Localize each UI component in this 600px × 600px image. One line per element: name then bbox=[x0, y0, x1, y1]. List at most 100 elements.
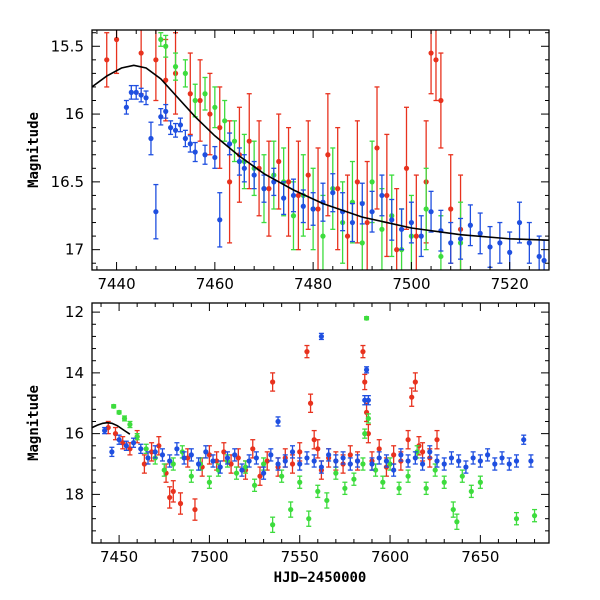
bottom-data-point bbox=[188, 452, 194, 458]
top-data-point bbox=[541, 257, 547, 264]
top-data-point bbox=[246, 138, 252, 144]
top-data-point bbox=[207, 111, 213, 117]
top-data-point bbox=[428, 50, 434, 56]
top-data-point bbox=[507, 249, 513, 255]
bottom-data-point bbox=[261, 470, 267, 476]
top-y-tick-label: 16.5 bbox=[51, 173, 84, 191]
bottom-y-axis-label: Magnitude bbox=[26, 385, 42, 461]
top-data-point bbox=[536, 253, 542, 260]
top-data-point bbox=[226, 179, 233, 185]
bottom-data-point bbox=[347, 461, 353, 467]
top-data-point bbox=[158, 114, 164, 120]
top-data-point bbox=[335, 186, 341, 192]
bottom-data-point bbox=[192, 506, 198, 513]
bottom-data-point bbox=[412, 455, 418, 461]
bottom-data-point bbox=[152, 449, 158, 455]
top-data-point bbox=[217, 125, 223, 131]
bottom-data-point bbox=[270, 379, 276, 385]
top-model-curve bbox=[92, 64, 549, 241]
bottom-data-point bbox=[279, 473, 285, 479]
top-data-point bbox=[236, 158, 243, 165]
bottom-data-point bbox=[268, 452, 274, 458]
bottom-x-tick-label: 7550 bbox=[281, 548, 319, 566]
bottom-data-point bbox=[528, 458, 534, 464]
bottom-data-point bbox=[405, 458, 411, 464]
bottom-data-point bbox=[372, 467, 379, 473]
top-data-point bbox=[153, 57, 159, 63]
top-x-tick-label: 7460 bbox=[196, 275, 234, 293]
top-data-point bbox=[172, 127, 179, 133]
top-data-point bbox=[148, 135, 154, 142]
bottom-panel: 7450 7500 7550 7600 7650 12 14 16 18 Magnitude H… bbox=[26, 302, 550, 586]
bottom-data-point bbox=[306, 516, 312, 522]
bottom-data-point bbox=[156, 443, 162, 449]
bottom-data-point bbox=[365, 431, 371, 437]
top-data-point bbox=[413, 233, 419, 239]
bottom-data-point bbox=[434, 437, 440, 443]
top-data-point bbox=[276, 158, 282, 165]
top-data-point bbox=[477, 230, 483, 236]
bottom-data-point bbox=[253, 455, 259, 461]
bottom-data-point bbox=[441, 479, 447, 485]
top-data-point bbox=[394, 247, 400, 253]
top-data-point bbox=[202, 152, 208, 158]
top-data-point bbox=[418, 233, 424, 239]
top-data-point bbox=[325, 152, 331, 158]
bottom-data-point bbox=[363, 315, 370, 321]
top-data-point bbox=[290, 213, 297, 219]
top-data-point bbox=[138, 92, 144, 98]
top-data-point bbox=[133, 89, 139, 95]
top-data-point bbox=[128, 89, 134, 95]
bottom-model-curve bbox=[92, 421, 131, 435]
top-data-point bbox=[217, 217, 223, 223]
bottom-data-point bbox=[105, 424, 111, 431]
bottom-data-point bbox=[210, 458, 216, 464]
bottom-y-tick-label: 16 bbox=[65, 425, 84, 443]
bottom-data-point bbox=[261, 461, 267, 467]
bottom-data-point bbox=[380, 479, 386, 485]
top-data-point bbox=[349, 219, 356, 226]
top-data-point bbox=[123, 104, 129, 110]
bottom-data-point bbox=[376, 446, 382, 452]
bottom-data-point bbox=[138, 446, 144, 452]
top-data-point bbox=[448, 206, 454, 212]
bottom-data-point bbox=[275, 418, 281, 425]
bottom-data-point bbox=[391, 452, 397, 458]
top-axes: 7440 7460 7480 7500 7520 15.5 16 16.5 17 bbox=[51, 30, 550, 293]
bottom-data-point bbox=[170, 488, 176, 494]
bottom-data-point bbox=[484, 452, 491, 458]
bottom-data-point bbox=[141, 461, 147, 467]
bottom-data-point bbox=[188, 473, 194, 479]
bottom-data-point bbox=[324, 497, 330, 504]
bottom-y-tick-label: 14 bbox=[65, 364, 84, 382]
bottom-data-point bbox=[121, 415, 128, 422]
top-data-point bbox=[212, 104, 218, 110]
bottom-data-point bbox=[170, 461, 176, 467]
bottom-data-point bbox=[383, 458, 390, 464]
bottom-data-point bbox=[477, 458, 483, 464]
top-data-point bbox=[231, 138, 238, 144]
top-data-point bbox=[266, 186, 272, 192]
bottom-data-point bbox=[228, 461, 234, 467]
bottom-data-point bbox=[456, 458, 462, 464]
bottom-data-point bbox=[315, 446, 321, 452]
top-data-point bbox=[192, 97, 198, 104]
bottom-data-point bbox=[369, 461, 375, 467]
bottom-data-point bbox=[127, 421, 133, 428]
bottom-plot-area bbox=[92, 315, 538, 534]
bottom-y-tick-label: 12 bbox=[65, 303, 84, 321]
bottom-data-point bbox=[167, 458, 173, 464]
bottom-data-layer bbox=[92, 315, 538, 534]
top-data-point bbox=[438, 97, 444, 104]
bottom-data-point bbox=[297, 479, 303, 485]
top-data-point bbox=[241, 165, 247, 171]
top-x-tick-label: 7500 bbox=[392, 275, 430, 293]
bottom-data-point bbox=[116, 409, 122, 415]
top-data-point bbox=[379, 226, 385, 232]
bottom-data-point bbox=[161, 467, 167, 473]
top-y-tick-label: 16 bbox=[65, 105, 84, 123]
top-data-point bbox=[359, 200, 365, 207]
top-data-point bbox=[163, 77, 169, 83]
bottom-data-point bbox=[174, 446, 180, 452]
bottom-data-point bbox=[289, 449, 296, 455]
